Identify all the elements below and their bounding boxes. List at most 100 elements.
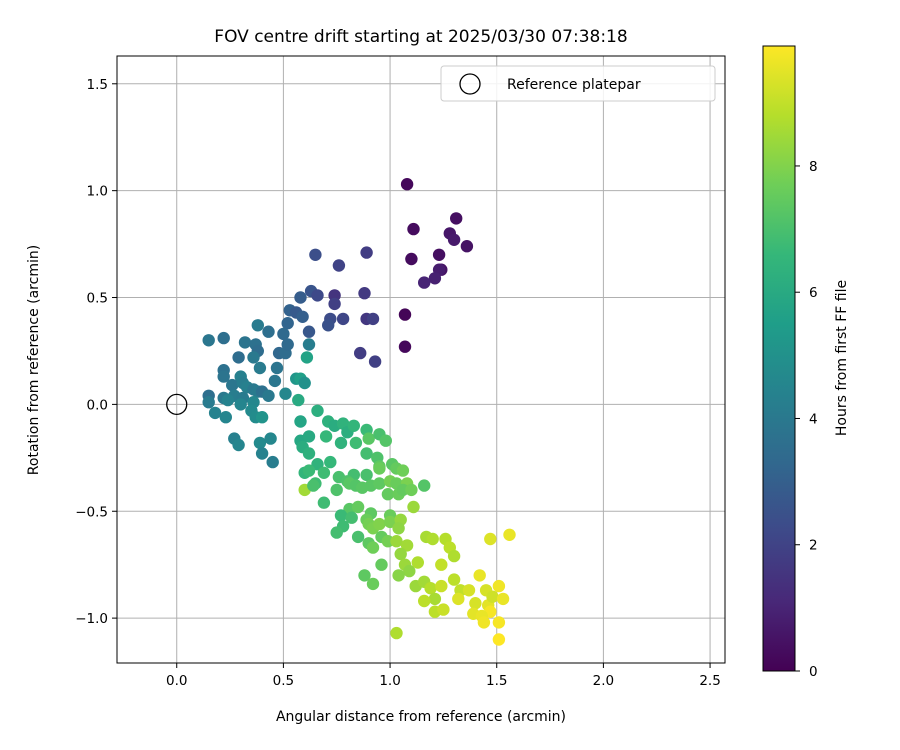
data-point [279,387,292,400]
data-point [390,626,403,640]
data-point [292,393,305,407]
data-point [302,464,316,477]
data-point [424,582,437,595]
data-point [330,483,343,497]
data-point [255,447,269,460]
data-point [392,569,405,582]
data-point [317,496,331,509]
data-point [396,483,410,497]
data-point [311,458,324,471]
data-point [345,511,358,524]
colorbar-tick-label: 0 [809,664,818,680]
data-point [392,522,405,535]
data-point [373,477,386,490]
data-point [358,569,371,582]
data-point [356,481,369,494]
data-point [450,212,463,225]
data-point [328,289,341,302]
data-point [477,616,491,629]
data-point [437,603,450,616]
data-point [300,351,314,364]
data-point [366,541,380,554]
y-tick-label: 0.0 [87,397,108,413]
reference-marker [166,393,188,416]
data-point [360,447,373,460]
plot-frame [116,55,726,664]
data-point [373,517,386,531]
data-point [447,233,461,246]
data-point [317,466,331,479]
data-point [302,325,316,338]
data-point [219,411,232,424]
data-point [366,312,380,326]
data-point [281,317,294,330]
data-point [217,331,230,345]
data-point [336,312,350,326]
data-point [484,532,497,546]
data-point [328,297,341,311]
data-point [428,272,442,285]
data-point [373,462,386,475]
y-tick-label: 1.0 [87,184,108,200]
data-point [462,584,476,597]
data-point [447,549,461,563]
data-point [253,436,267,450]
data-point [232,351,245,364]
data-point [302,430,316,443]
data-point [360,468,373,482]
legend-entry-reference: Reference platepar [507,77,641,93]
colorbar-tick-label: 8 [809,159,818,175]
y-axis-ticks: −1.0 −0.5 0.0 0.5 1.0 1.5 [75,77,117,627]
data-point [202,396,215,409]
data-point [405,483,418,497]
data-point [270,361,284,375]
data-point [407,222,420,236]
data-point [360,246,373,259]
x-tick-label: 1.5 [486,673,507,689]
data-point [492,579,506,593]
data-point [435,579,448,593]
data-point [281,338,294,351]
x-axis-ticks: 0.0 0.5 1.0 1.5 2.0 2.5 [166,663,721,689]
x-tick-label: 0.0 [166,673,187,689]
data-point [366,577,380,591]
data-point [324,455,337,469]
data-point [226,378,239,392]
legend-reference-marker [459,73,481,95]
data-point [264,432,277,445]
data-point [311,289,324,302]
data-point [394,547,407,561]
data-point [294,415,307,428]
data-point [266,455,279,469]
data-point [398,340,412,353]
data-point [307,479,320,492]
data-point [381,488,395,501]
data-point [217,370,230,383]
data-point [330,526,343,539]
colorbar-tick-label: 4 [809,411,818,427]
data-point [302,338,316,351]
data-point [349,436,363,450]
data-point [334,509,348,522]
data-point [208,406,222,420]
data-point [407,500,420,514]
data-point [351,530,365,544]
colorbar-label: Hours from first FF file [834,280,850,436]
x-axis-label: Angular distance from reference (arcmin) [276,709,566,725]
data-point [354,346,367,360]
legend-box [440,65,716,102]
data-point [379,434,392,447]
data-point [473,569,486,582]
y-tick-label: 0.5 [87,291,108,307]
data-point [309,248,322,261]
data-point [358,287,371,300]
data-point [311,404,324,417]
data-point [400,539,414,552]
data-point [351,500,365,514]
x-tick-label: 2.5 [699,673,720,689]
data-point [396,464,410,477]
data-point [496,592,510,606]
data-point [262,325,275,338]
data-point [383,515,397,529]
